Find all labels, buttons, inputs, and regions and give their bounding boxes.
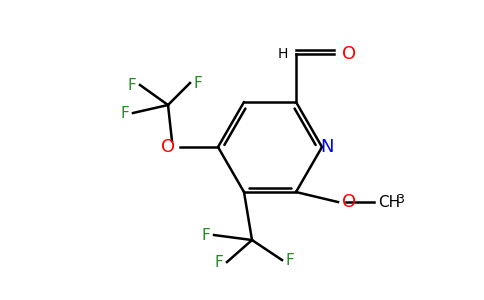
Text: O: O bbox=[342, 45, 356, 63]
Text: F: F bbox=[121, 106, 129, 121]
Text: F: F bbox=[128, 77, 136, 92]
Text: F: F bbox=[202, 227, 211, 242]
Text: N: N bbox=[320, 138, 334, 156]
Text: 3: 3 bbox=[396, 193, 404, 206]
Text: F: F bbox=[214, 254, 224, 269]
Text: O: O bbox=[342, 193, 356, 211]
Text: CH: CH bbox=[378, 194, 400, 209]
Text: F: F bbox=[194, 76, 202, 91]
Text: O: O bbox=[161, 138, 175, 156]
Text: H: H bbox=[278, 47, 288, 61]
Text: F: F bbox=[286, 253, 294, 268]
